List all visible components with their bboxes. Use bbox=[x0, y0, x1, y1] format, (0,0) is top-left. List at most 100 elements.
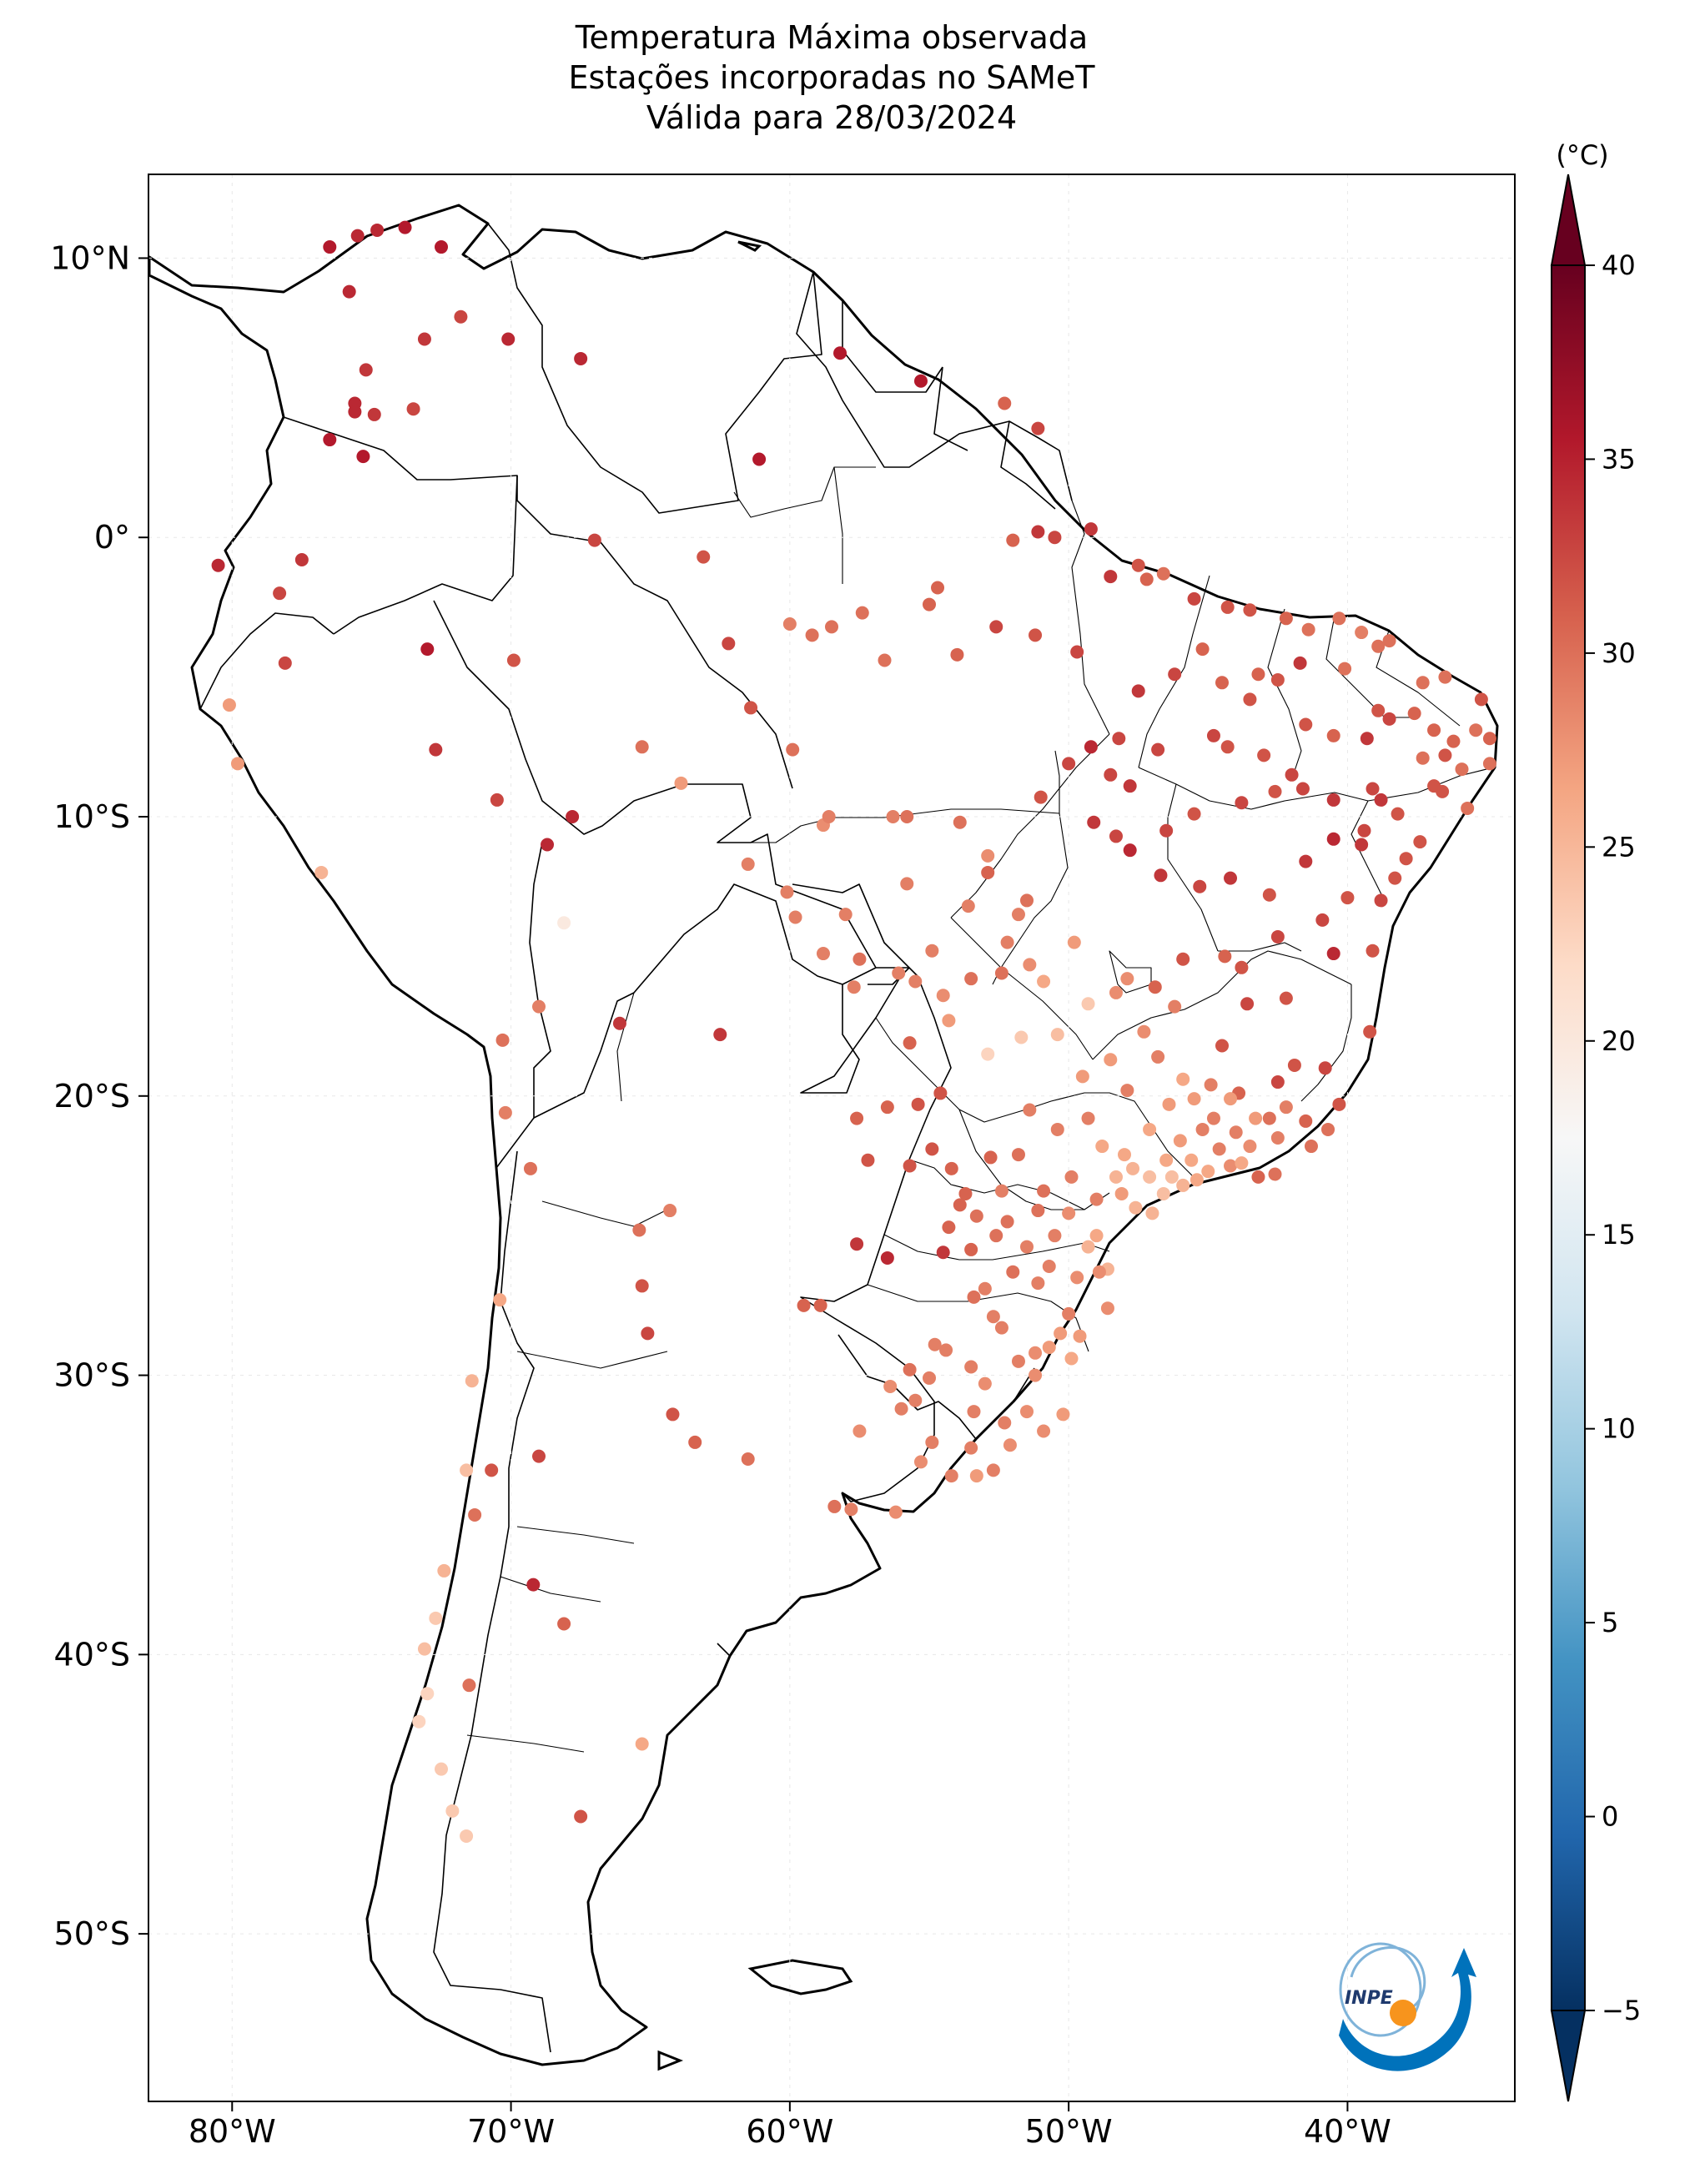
station-marker bbox=[797, 1298, 811, 1312]
station-marker bbox=[986, 1463, 1000, 1477]
station-marker bbox=[1084, 740, 1098, 754]
lon-tick-label: 60°W bbox=[746, 2113, 833, 2150]
station-marker bbox=[350, 229, 365, 243]
station-marker bbox=[861, 1153, 875, 1167]
station-marker bbox=[1235, 1156, 1249, 1170]
station-marker bbox=[1023, 958, 1037, 972]
station-marker bbox=[485, 1463, 499, 1477]
station-marker bbox=[1070, 1271, 1084, 1285]
station-marker bbox=[1023, 1103, 1037, 1117]
station-marker bbox=[314, 865, 329, 879]
station-marker bbox=[1438, 670, 1452, 684]
station-marker bbox=[911, 1097, 925, 1111]
station-marker bbox=[855, 606, 869, 620]
station-marker bbox=[429, 742, 443, 757]
station-marker bbox=[822, 810, 836, 823]
station-marker bbox=[880, 1100, 894, 1115]
station-marker bbox=[498, 1105, 512, 1120]
station-marker bbox=[989, 1229, 1003, 1243]
map-title-line-2: Estações incorporadas no SAMeT bbox=[568, 59, 1095, 96]
station-marker bbox=[913, 374, 928, 388]
station-marker bbox=[1154, 868, 1168, 883]
station-marker bbox=[1257, 748, 1271, 762]
station-marker bbox=[1262, 1111, 1276, 1125]
station-marker bbox=[398, 220, 412, 234]
station-marker bbox=[1081, 997, 1095, 1011]
station-marker bbox=[958, 1186, 973, 1200]
station-marker bbox=[420, 642, 435, 657]
station-marker bbox=[1262, 888, 1276, 902]
station-marker bbox=[1011, 908, 1025, 922]
station-marker bbox=[688, 1435, 702, 1449]
station-marker bbox=[1187, 807, 1201, 821]
station-marker bbox=[1416, 676, 1430, 690]
station-marker bbox=[931, 581, 945, 595]
station-marker bbox=[978, 1376, 992, 1391]
station-marker bbox=[501, 332, 516, 346]
colorbar: 40 35 30 25 20 15 10 5 0 −5 (°C) bbox=[1550, 139, 1641, 2102]
station-marker bbox=[417, 332, 431, 346]
station-marker bbox=[1212, 1142, 1226, 1156]
station-marker bbox=[944, 1469, 958, 1483]
station-marker bbox=[1120, 1084, 1134, 1098]
station-marker bbox=[741, 857, 755, 871]
station-marker bbox=[1064, 1351, 1079, 1366]
station-marker bbox=[1366, 944, 1380, 958]
station-marker bbox=[460, 1463, 474, 1477]
station-marker bbox=[1382, 634, 1396, 648]
lat-tick-label: 40°S bbox=[54, 1636, 130, 1673]
station-marker bbox=[833, 346, 848, 360]
station-marker bbox=[981, 865, 995, 879]
station-marker bbox=[847, 980, 861, 994]
station-marker bbox=[1031, 1204, 1045, 1218]
station-marker bbox=[211, 558, 225, 572]
station-marker bbox=[925, 944, 939, 958]
longitude-axis: 80°W 70°W 60°W 50°W 40°W bbox=[189, 2101, 1391, 2150]
station-marker bbox=[1268, 1167, 1282, 1181]
station-marker bbox=[964, 1360, 978, 1374]
station-marker bbox=[741, 1452, 755, 1466]
station-marker bbox=[1187, 591, 1201, 606]
station-marker bbox=[294, 553, 309, 566]
station-marker bbox=[1243, 692, 1257, 707]
station-marker bbox=[1469, 723, 1483, 737]
station-marker bbox=[967, 1290, 981, 1304]
station-marker bbox=[1104, 1053, 1118, 1067]
station-marker bbox=[1034, 790, 1048, 804]
station-marker bbox=[1151, 742, 1165, 757]
station-marker bbox=[417, 1642, 431, 1656]
station-marker bbox=[435, 1762, 448, 1776]
station-marker bbox=[888, 1505, 903, 1519]
station-marker bbox=[813, 1298, 827, 1312]
station-marker bbox=[367, 407, 381, 421]
station-marker bbox=[825, 620, 838, 634]
station-marker bbox=[1436, 784, 1450, 798]
station-marker bbox=[816, 947, 830, 961]
station-marker bbox=[998, 396, 1012, 410]
station-marker bbox=[1340, 891, 1355, 905]
station-marker bbox=[454, 309, 468, 324]
station-marker bbox=[925, 1142, 939, 1156]
station-marker bbox=[612, 1016, 626, 1030]
station-marker bbox=[880, 1251, 894, 1265]
station-marker bbox=[587, 533, 601, 547]
station-marker bbox=[1374, 793, 1388, 807]
station-marker bbox=[1173, 1134, 1187, 1148]
station-marker bbox=[1006, 533, 1020, 547]
station-marker bbox=[1363, 1024, 1377, 1039]
station-marker bbox=[532, 1449, 546, 1463]
station-marker bbox=[1382, 712, 1396, 726]
station-marker bbox=[1388, 871, 1402, 885]
station-marker bbox=[782, 617, 797, 631]
station-marker bbox=[883, 1379, 898, 1393]
station-marker bbox=[1243, 1140, 1257, 1154]
station-marker bbox=[989, 620, 1003, 634]
station-marker bbox=[435, 240, 448, 254]
station-marker bbox=[1112, 732, 1126, 746]
colorbar-tick-label: 15 bbox=[1602, 1219, 1636, 1251]
station-marker bbox=[850, 1111, 864, 1125]
station-marker bbox=[1279, 1100, 1293, 1115]
map-title-line-3: Válida para 28/03/2024 bbox=[646, 99, 1018, 136]
station-marker bbox=[1126, 1161, 1140, 1175]
